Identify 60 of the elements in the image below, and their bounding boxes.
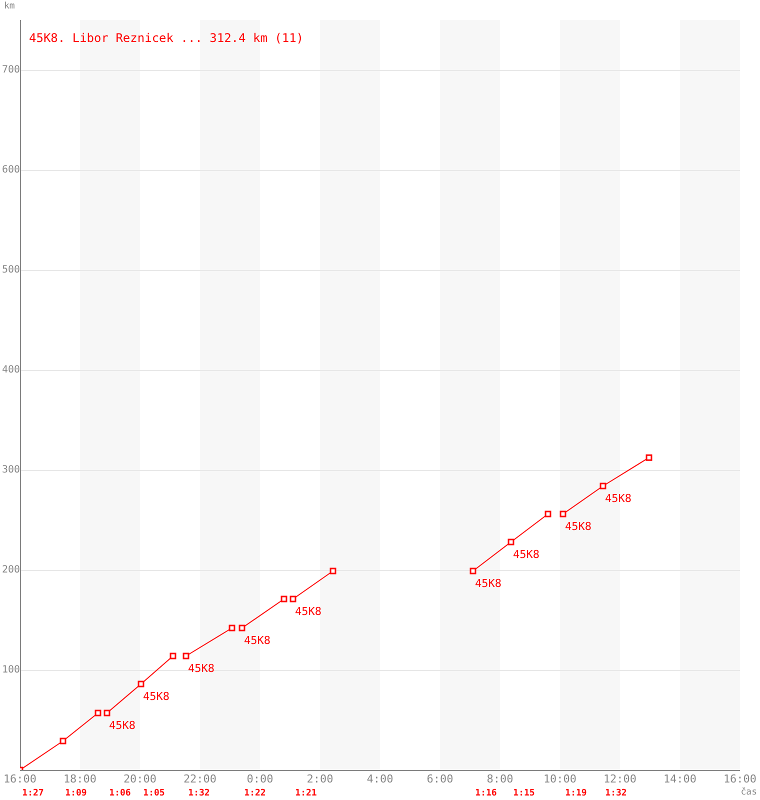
y-tick-label: 200 xyxy=(2,564,20,576)
point xyxy=(508,538,514,546)
y-tick-label: 700 xyxy=(2,64,20,76)
text: 45K8. Libor Reznicek ... 312.4 km (11) xyxy=(29,31,304,46)
point xyxy=(238,624,246,632)
y-tick-label: 400 xyxy=(2,364,20,376)
point xyxy=(138,680,144,688)
point xyxy=(470,568,476,574)
annotation: 45K8 xyxy=(244,634,270,647)
text: 1:21 xyxy=(295,788,317,798)
point xyxy=(646,454,652,461)
point xyxy=(290,596,296,602)
point xyxy=(104,710,110,716)
text: 1:27 xyxy=(22,788,44,798)
annotation: 45K8 xyxy=(188,662,214,675)
annotation: 45K8 xyxy=(513,548,540,561)
text: 1:05 xyxy=(143,788,165,798)
annotation: 45K8 xyxy=(143,690,170,703)
point xyxy=(182,652,190,660)
point xyxy=(170,652,176,660)
annotation: 45K8 xyxy=(565,520,592,533)
y-tick-label: 600 xyxy=(2,164,20,176)
y-tick-label: 100 xyxy=(2,664,20,676)
annotation: 45K8 xyxy=(475,576,502,590)
point xyxy=(560,510,566,518)
point xyxy=(60,738,66,744)
text: 1:15 xyxy=(513,788,535,798)
x-tick-label: 16:00 xyxy=(723,772,757,786)
text: 1:32 xyxy=(188,788,210,798)
annotation: 45K8 xyxy=(295,604,322,618)
annotation: 45K8 xyxy=(109,718,136,732)
x-tick-label: 6:00 xyxy=(426,772,454,786)
x-tick-label: 14:00 xyxy=(663,772,697,786)
text: 1:22 xyxy=(244,788,266,798)
x-tick-label: 20:00 xyxy=(123,772,157,786)
x-tick-label: 12:00 xyxy=(603,772,637,786)
text: 1:09 xyxy=(65,788,87,798)
x-tick-label: 18:00 xyxy=(63,772,97,786)
point xyxy=(544,510,552,518)
x-tick-label: 0:00 xyxy=(246,772,274,786)
x-axis-title: čas xyxy=(740,786,757,798)
point xyxy=(280,596,288,602)
y-axis-title: km xyxy=(4,1,15,12)
point xyxy=(330,568,336,574)
y-tick-label: 500 xyxy=(2,264,20,276)
text: 1:32 xyxy=(605,788,627,798)
x-tick-label: 4:00 xyxy=(366,772,394,786)
point xyxy=(94,710,102,716)
x-tick-label: 22:00 xyxy=(183,772,217,786)
x-tick-label: 2:00 xyxy=(306,772,334,786)
x-tick-label: 16:00 xyxy=(3,772,37,786)
point xyxy=(228,624,236,632)
text: 1:19 xyxy=(565,788,587,798)
x-tick-label: 10:00 xyxy=(543,772,577,786)
text: 1:06 xyxy=(109,788,131,798)
point xyxy=(600,482,606,490)
y-tick-label: 300 xyxy=(2,464,20,476)
annotation: 45K8 xyxy=(605,492,632,505)
text: 1:16 xyxy=(475,788,497,798)
x-tick-label: 8:00 xyxy=(486,772,514,786)
